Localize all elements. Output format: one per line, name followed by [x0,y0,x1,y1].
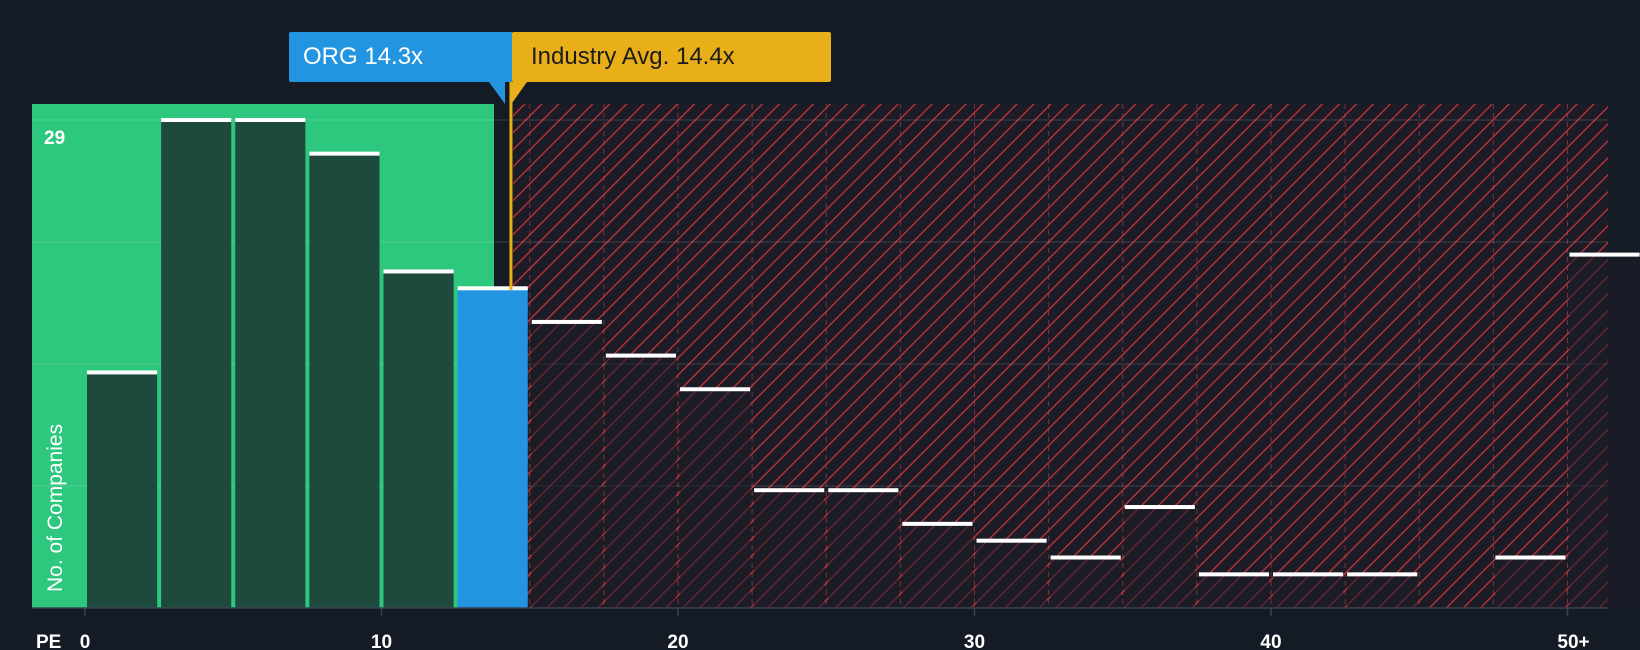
bar [87,372,158,608]
bar-cap [383,269,454,274]
bar-cap [1124,505,1195,510]
bar-cap [605,353,676,358]
industry-average-badge: Industry Avg. 14.4x [512,32,831,82]
x-tick-label: 20 [667,632,688,650]
org-badge-pointer [488,82,505,104]
x-tick-label: 50+ [1557,632,1589,650]
x-axis-title: PE [36,632,61,650]
bar [1347,574,1418,608]
bar [828,490,899,608]
bar [1198,574,1269,608]
bar [531,321,602,608]
org-pe-badge: ORG 14.3x [289,32,513,82]
bar [1124,507,1195,608]
bar [1050,557,1121,608]
bar-cap [1050,555,1121,560]
bar-cap [457,286,528,291]
bar [976,540,1047,608]
bar [161,120,232,608]
bar-cap [161,118,232,122]
bar-cap [1347,572,1418,577]
bar [605,355,676,608]
x-ticks: 0 10 20 30 40 50+ [80,608,1590,650]
bars [87,104,1640,609]
bar-cap [1569,252,1640,257]
bar-cap [87,370,158,375]
x-tick-label: 0 [80,632,91,650]
bar-cap [754,488,825,493]
bar-cap [1273,572,1344,577]
bar [1569,254,1640,608]
bar [680,389,751,608]
overvalued-zone [513,104,1608,608]
y-axis-title: No. of Companies [44,424,67,592]
x-tick-label: 30 [964,632,985,650]
bar-cap [1198,572,1269,577]
bar [1495,557,1566,608]
bar [902,523,973,608]
bar-cap [531,319,602,324]
bar [383,271,454,608]
x-tick-label: 40 [1260,632,1281,650]
bar-cap [1495,555,1566,560]
bar [309,153,380,609]
y-max-label: 29 [44,128,65,149]
bar-highlighted [457,288,528,608]
bar [235,120,306,608]
industry-badge-pointer [509,82,527,106]
bar-cap [309,151,380,156]
bar-cap [680,387,751,392]
bar [754,490,825,608]
bar [1273,574,1344,608]
bar-cap [976,538,1047,543]
bar-cap [828,488,899,493]
bar-cap [902,521,973,526]
x-tick-label: 10 [371,632,392,650]
bar-cap [235,118,306,122]
